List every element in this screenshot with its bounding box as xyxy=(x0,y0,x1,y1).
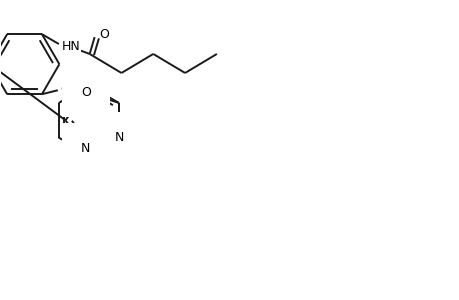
Text: Cl: Cl xyxy=(60,83,72,96)
Text: N: N xyxy=(114,131,123,144)
Text: N: N xyxy=(81,142,90,155)
Text: O: O xyxy=(100,28,109,40)
Text: O: O xyxy=(81,86,90,99)
Text: HN: HN xyxy=(62,40,80,52)
